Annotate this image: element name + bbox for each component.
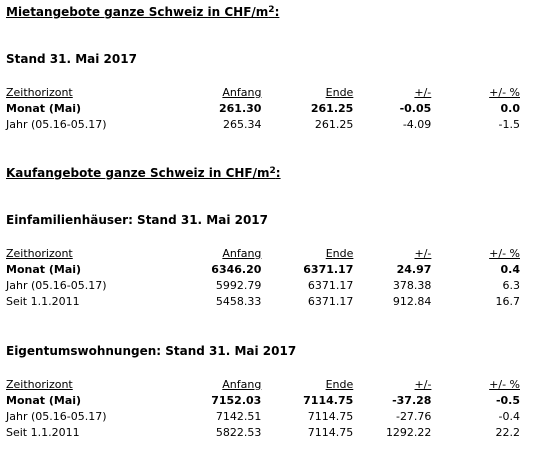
row-label: Monat (Mai)	[6, 263, 82, 276]
row-pct: 6.3	[502, 279, 521, 292]
row-pct: 22.2	[495, 426, 521, 439]
row-pct: -0.5	[495, 394, 520, 407]
row-pct: 0.4	[500, 263, 521, 276]
table-row: Monat (Mai) 7152.03 7114.75 -37.28 -0.5	[6, 393, 526, 409]
header-pct: +/- %	[489, 378, 520, 391]
row-anfang: 261.30	[219, 102, 262, 115]
row-diff: 912.84	[392, 295, 432, 308]
houses-stand: Einfamilienhäuser: Stand 31. Mai 2017	[6, 213, 269, 227]
table-row: Seit 1.1.2011 5458.33 6371.17 912.84 16.…	[6, 294, 526, 310]
row-pct: -1.5	[498, 118, 520, 131]
row-diff: 24.97	[396, 263, 432, 276]
row-pct: -0.4	[498, 410, 520, 423]
row-anfang: 5992.79	[215, 279, 262, 292]
rent-table-header: Zeithorizont Anfang Ende +/- +/- %	[6, 85, 526, 101]
row-label: Jahr (05.16-05.17)	[6, 118, 107, 131]
buy-title-sup: 2	[269, 166, 276, 176]
row-anfang: 265.34	[222, 118, 262, 131]
header-zeithorizont: Zeithorizont	[6, 86, 73, 99]
row-anfang: 7152.03	[211, 394, 262, 407]
row-label: Jahr (05.16-05.17)	[6, 279, 107, 292]
row-anfang: 7142.51	[215, 410, 262, 423]
row-ende: 6371.17	[307, 279, 354, 292]
header-pct: +/- %	[489, 247, 520, 260]
table-row: Jahr (05.16-05.17) 265.34 261.25 -4.09 -…	[6, 117, 526, 133]
header-diff: +/-	[414, 247, 432, 260]
row-ende: 6371.17	[307, 295, 354, 308]
table-row: Monat (Mai) 6346.20 6371.17 24.97 0.4	[6, 262, 526, 278]
header-ende: Ende	[325, 378, 354, 391]
header-diff: +/-	[414, 378, 432, 391]
row-label: Seit 1.1.2011	[6, 426, 80, 439]
rent-stand: Stand 31. Mai 2017	[6, 52, 137, 66]
header-anfang: Anfang	[222, 86, 262, 99]
row-label: Monat (Mai)	[6, 102, 82, 115]
row-diff: -37.28	[392, 394, 432, 407]
row-ende: 7114.75	[307, 426, 354, 439]
header-zeithorizont: Zeithorizont	[6, 378, 73, 391]
rent-table: Zeithorizont Anfang Ende +/- +/- % Monat…	[6, 85, 526, 133]
table-row: Jahr (05.16-05.17) 5992.79 6371.17 378.3…	[6, 278, 526, 294]
buy-title-text: Kaufangebote ganze Schweiz in CHF/m	[6, 166, 270, 180]
rent-title-text: Mietangebote ganze Schweiz in CHF/m	[6, 5, 269, 19]
header-anfang: Anfang	[222, 378, 262, 391]
table-row: Monat (Mai) 261.30 261.25 -0.05 0.0	[6, 101, 526, 117]
row-ende: 261.25	[314, 118, 354, 131]
header-ende: Ende	[325, 86, 354, 99]
row-diff: 378.38	[392, 279, 432, 292]
row-anfang: 5822.53	[215, 426, 262, 439]
header-zeithorizont: Zeithorizont	[6, 247, 73, 260]
row-ende: 261.25	[310, 102, 354, 115]
row-anfang: 6346.20	[211, 263, 262, 276]
header-ende: Ende	[325, 247, 354, 260]
row-label: Seit 1.1.2011	[6, 295, 80, 308]
apartments-table-header: Zeithorizont Anfang Ende +/- +/- %	[6, 377, 526, 393]
row-diff: -27.76	[395, 410, 432, 423]
row-label: Jahr (05.16-05.17)	[6, 410, 107, 423]
apartments-stand: Eigentumswohnungen: Stand 31. Mai 2017	[6, 344, 297, 358]
row-ende: 6371.17	[303, 263, 354, 276]
header-anfang: Anfang	[222, 247, 262, 260]
table-row: Seit 1.1.2011 5822.53 7114.75 1292.22 22…	[6, 425, 526, 441]
row-label: Monat (Mai)	[6, 394, 82, 407]
row-ende: 7114.75	[307, 410, 354, 423]
header-diff: +/-	[414, 86, 432, 99]
houses-table: Zeithorizont Anfang Ende +/- +/- % Monat…	[6, 246, 526, 310]
buy-title-suffix: :	[275, 166, 281, 180]
houses-table-header: Zeithorizont Anfang Ende +/- +/- %	[6, 246, 526, 262]
header-pct: +/- %	[489, 86, 520, 99]
rent-title-sup: 2	[268, 5, 275, 15]
table-row: Jahr (05.16-05.17) 7142.51 7114.75 -27.7…	[6, 409, 526, 425]
buy-title: Kaufangebote ganze Schweiz in CHF/m2:	[6, 166, 281, 180]
rent-title: Mietangebote ganze Schweiz in CHF/m2:	[6, 5, 279, 19]
row-diff: -4.09	[402, 118, 432, 131]
rent-title-suffix: :	[274, 5, 280, 19]
row-diff: -0.05	[399, 102, 432, 115]
row-pct: 16.7	[495, 295, 521, 308]
row-diff: 1292.22	[385, 426, 432, 439]
row-pct: 0.0	[500, 102, 521, 115]
row-ende: 7114.75	[303, 394, 354, 407]
row-anfang: 5458.33	[215, 295, 262, 308]
apartments-table: Zeithorizont Anfang Ende +/- +/- % Monat…	[6, 377, 526, 441]
